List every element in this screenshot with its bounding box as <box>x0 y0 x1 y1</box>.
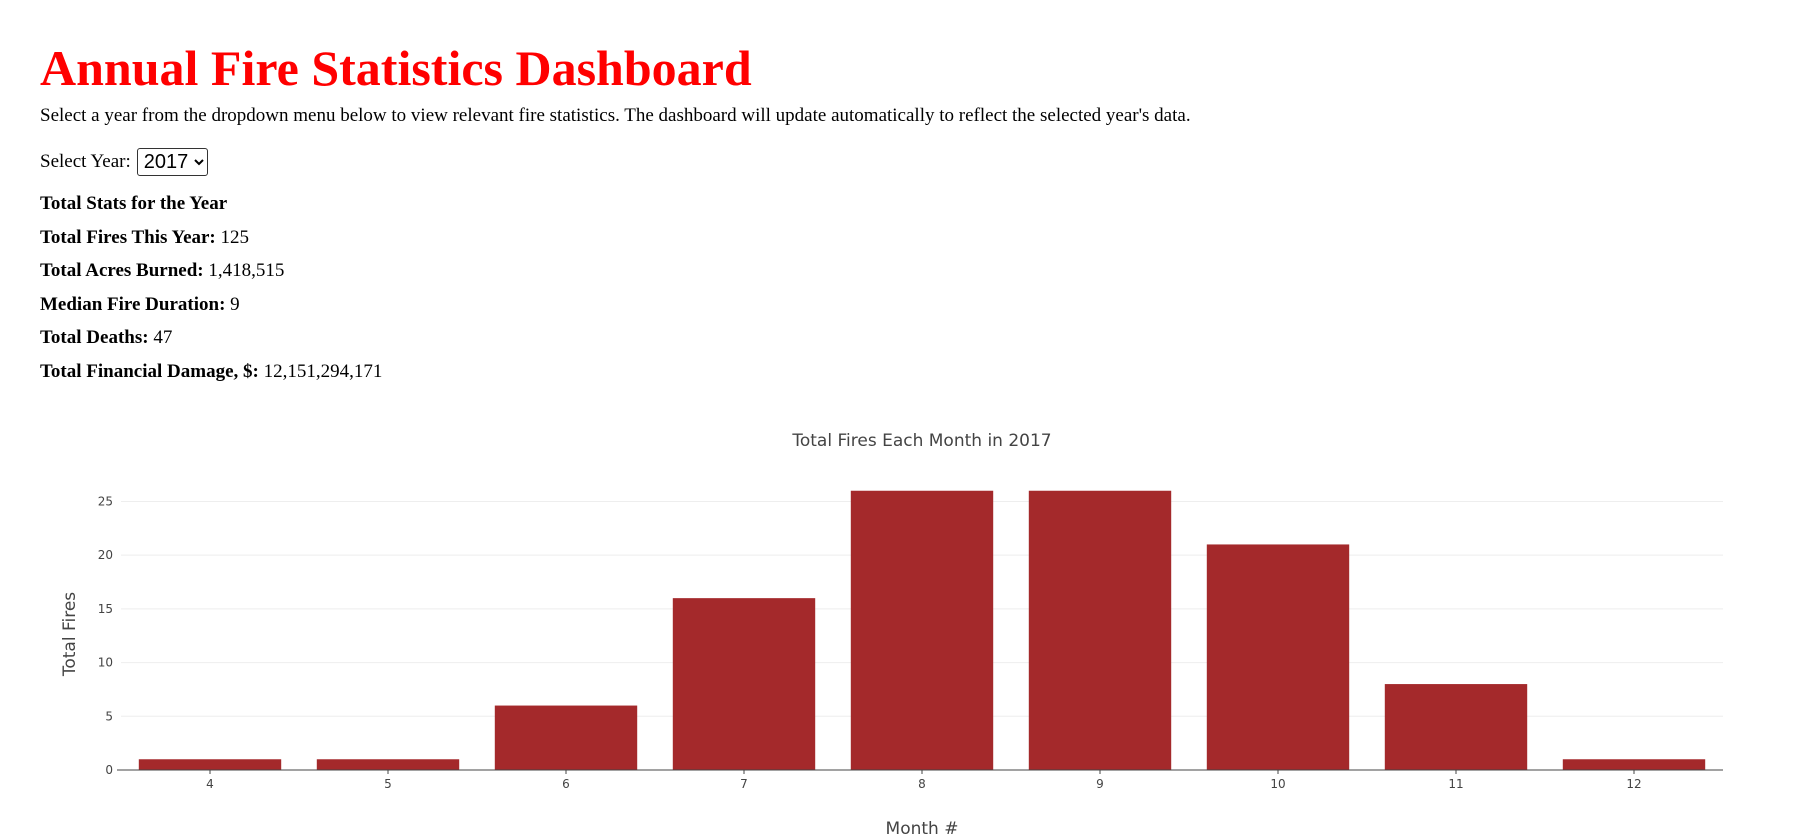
stat-value: 12,151,294,171 <box>263 360 383 382</box>
y-tick-label: 20 <box>98 548 113 562</box>
stat-total-acres: Total Acres Burned: 1,418,515 <box>40 259 382 293</box>
stat-value: 9 <box>230 293 240 315</box>
bar-month-9[interactable] <box>1028 490 1172 770</box>
stat-financial-damage: Total Financial Damage, $: 12,151,294,17… <box>40 360 382 394</box>
x-tick-label: 12 <box>1626 777 1641 791</box>
chart-bars <box>138 490 1706 770</box>
bar-month-10[interactable] <box>1206 544 1350 770</box>
stat-value: 1,418,515 <box>208 260 285 281</box>
x-tick-label: 11 <box>1448 777 1463 791</box>
y-tick-label: 15 <box>98 602 113 616</box>
stat-value: 47 <box>153 327 173 348</box>
chart-title: Total Fires Each Month in 2017 <box>791 431 1051 451</box>
y-tick-label: 5 <box>105 709 113 723</box>
x-tick-label: 7 <box>740 777 748 791</box>
year-select[interactable]: 2017 <box>136 148 208 176</box>
year-select-label: Select Year: <box>40 151 131 172</box>
bar-month-4[interactable] <box>138 759 282 770</box>
y-tick-label: 0 <box>105 763 113 777</box>
stat-median-duration: Median Fire Duration: 9 <box>40 293 382 327</box>
intro-text: Select a year from the dropdown menu bel… <box>40 105 1191 126</box>
page-title: Annual Fire Statistics Dashboard <box>40 40 752 96</box>
x-tick-label: 8 <box>918 777 926 791</box>
stat-total-deaths: Total Deaths: 47 <box>40 326 382 360</box>
y-tick-label: 10 <box>98 656 113 670</box>
stat-label: Total Financial Damage, $: <box>40 360 259 382</box>
y-axis-ticks: 0 5 10 15 20 25 <box>98 494 113 777</box>
stat-label: Median Fire Duration: <box>40 293 226 315</box>
x-tick-label: 4 <box>206 777 214 791</box>
stat-label: Total Fires This Year: <box>40 226 216 248</box>
bar-month-6[interactable] <box>494 705 638 770</box>
stat-total-fires: Total Fires This Year: 125 <box>40 226 382 260</box>
stat-label: Total Acres Burned: <box>40 260 204 281</box>
x-axis-ticks: 4 5 6 7 8 9 10 11 12 <box>206 770 1642 791</box>
stats-heading: Total Stats for the Year <box>40 193 228 214</box>
y-tick-label: 25 <box>98 494 113 508</box>
year-selector-row: Select Year: 2017 <box>40 148 208 176</box>
x-tick-label: 9 <box>1096 777 1104 791</box>
stat-label: Total Deaths: <box>40 327 149 348</box>
x-tick-label: 10 <box>1270 777 1285 791</box>
x-tick-label: 5 <box>384 777 392 791</box>
bar-month-11[interactable] <box>1384 684 1528 770</box>
x-tick-label: 6 <box>562 777 570 791</box>
bar-month-7[interactable] <box>672 598 816 770</box>
bar-month-8[interactable] <box>850 490 994 770</box>
y-axis-label: Total Fires <box>60 592 80 677</box>
x-axis-label: Month # <box>886 819 959 836</box>
bar-month-5[interactable] <box>316 759 460 770</box>
stats-panel: Total Stats for the Year Total Fires Thi… <box>40 192 382 393</box>
bar-month-12[interactable] <box>1562 759 1706 770</box>
stat-value: 125 <box>220 226 250 248</box>
